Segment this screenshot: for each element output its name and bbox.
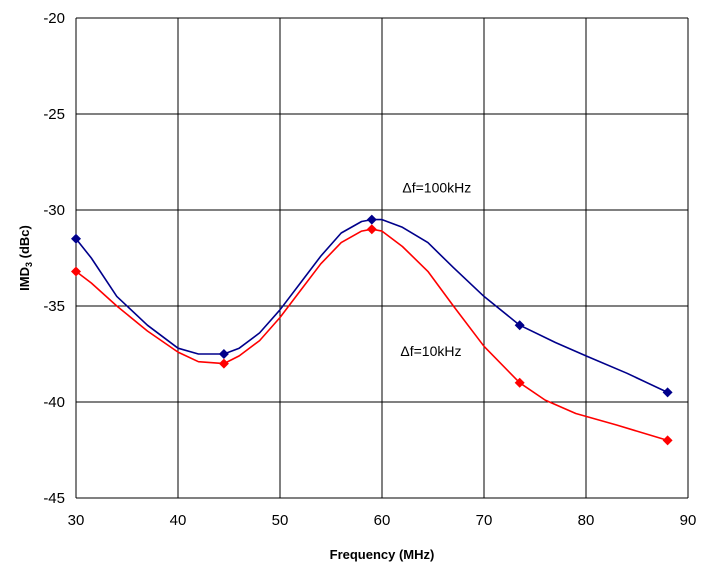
y-tick-label: -40 <box>43 394 65 411</box>
series-annotation-2: Δf=10kHz <box>400 343 461 359</box>
x-tick-label: 60 <box>374 512 391 529</box>
series-1-marker <box>71 233 81 244</box>
series-2-marker <box>366 224 377 235</box>
x-tick-label: 90 <box>680 512 697 529</box>
y-axis-title-unit: (dBc) <box>17 225 32 262</box>
x-axis-ticks: 30 40 50 60 70 80 90 <box>68 512 697 529</box>
annotations: Δf=100kHz Δf=10kHz <box>400 180 471 359</box>
y-axis-ticks: -20 -25 -30 -35 -40 -45 <box>43 10 65 507</box>
y-tick-label: -30 <box>43 202 65 219</box>
y-tick-label: -20 <box>43 10 65 27</box>
series-1-marker <box>366 214 377 225</box>
x-tick-label: 30 <box>68 512 85 529</box>
series-layer <box>71 214 673 446</box>
series-1-marker <box>514 320 525 331</box>
x-tick-label: 50 <box>272 512 289 529</box>
x-tick-label: 40 <box>170 512 187 529</box>
y-axis-title-subscript: 3 <box>24 262 34 267</box>
series-2-marker <box>218 358 229 369</box>
series-2-marker <box>662 435 673 446</box>
series-1-marker <box>218 349 229 359</box>
x-tick-label: 70 <box>476 512 493 529</box>
y-axis-title: IMD3 (dBc) <box>17 225 34 291</box>
series-2-marker <box>514 377 525 388</box>
series-1-marker <box>662 387 673 398</box>
y-tick-label: -35 <box>43 298 65 315</box>
grid <box>75 17 689 499</box>
y-tick-label: -45 <box>43 490 65 507</box>
series-2-marker <box>71 266 81 277</box>
x-axis-title: Frequency (MHz) <box>330 547 435 562</box>
y-tick-label: -25 <box>43 106 65 123</box>
y-axis-title-main: IMD <box>17 267 32 291</box>
series-annotation-1: Δf=100kHz <box>402 180 471 196</box>
x-tick-label: 80 <box>578 512 595 529</box>
